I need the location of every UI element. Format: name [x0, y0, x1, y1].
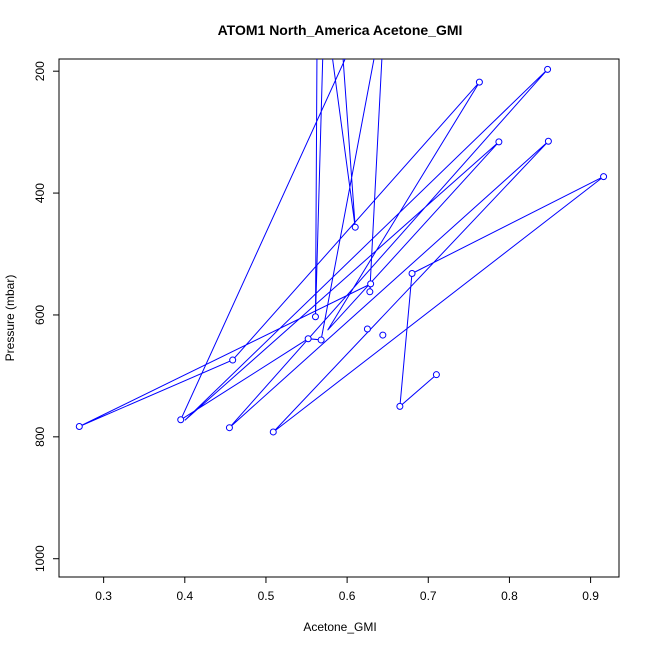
y-tick-label: 1000	[33, 545, 47, 572]
x-tick-label: 0.4	[176, 589, 193, 603]
data-point	[544, 65, 552, 73]
data-point	[396, 402, 404, 410]
x-axis-label: Acetone_GMI	[303, 620, 376, 634]
data-point	[311, 313, 319, 321]
y-axis: 200 400 600 800 1000	[33, 61, 59, 572]
data-point	[600, 173, 608, 181]
y-tick-label: 600	[33, 305, 47, 325]
data-point	[367, 280, 375, 288]
series-line	[79, 59, 604, 433]
x-tick-label: 0.6	[339, 589, 356, 603]
x-axis: 0.3 0.4 0.5 0.6 0.7 0.8 0.9	[95, 577, 599, 603]
y-tick-label: 800	[33, 427, 47, 447]
chart-title: ATOM1 North_America Acetone_GMI	[218, 22, 463, 38]
data-point	[432, 371, 440, 379]
plot-frame	[58, 58, 620, 578]
x-tick-label: 0.3	[95, 589, 112, 603]
data-point	[269, 428, 277, 436]
data-point	[225, 424, 233, 432]
data-point	[75, 422, 83, 430]
x-tick-label: 0.7	[420, 589, 437, 603]
data-point	[495, 138, 503, 146]
data-point	[544, 137, 552, 145]
data-point	[351, 223, 359, 231]
x-tick-label: 0.8	[501, 589, 518, 603]
x-tick-label: 0.5	[258, 589, 275, 603]
data-point	[379, 331, 387, 339]
data-point	[317, 336, 325, 344]
data-point	[363, 325, 371, 333]
data-point	[229, 356, 237, 364]
y-tick-label: 400	[33, 183, 47, 203]
series-layer	[79, 59, 604, 433]
data-point	[408, 270, 416, 278]
marker-layer	[75, 65, 608, 436]
data-point	[366, 288, 374, 296]
y-tick-label: 200	[33, 61, 47, 81]
y-axis-label: Pressure (mbar)	[3, 275, 17, 362]
x-tick-label: 0.9	[582, 589, 599, 603]
data-point	[304, 335, 312, 343]
data-point	[177, 416, 185, 424]
data-point	[475, 78, 483, 86]
